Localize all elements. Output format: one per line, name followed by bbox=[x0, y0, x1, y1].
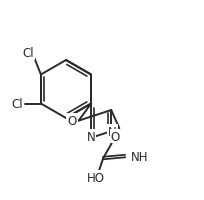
Text: Cl: Cl bbox=[22, 47, 34, 60]
Text: HO: HO bbox=[87, 171, 105, 184]
Text: N: N bbox=[87, 131, 95, 144]
Text: N: N bbox=[108, 125, 117, 138]
Text: Cl: Cl bbox=[11, 98, 23, 110]
Text: NH: NH bbox=[131, 150, 149, 163]
Text: O: O bbox=[111, 130, 120, 143]
Text: O: O bbox=[68, 115, 77, 127]
